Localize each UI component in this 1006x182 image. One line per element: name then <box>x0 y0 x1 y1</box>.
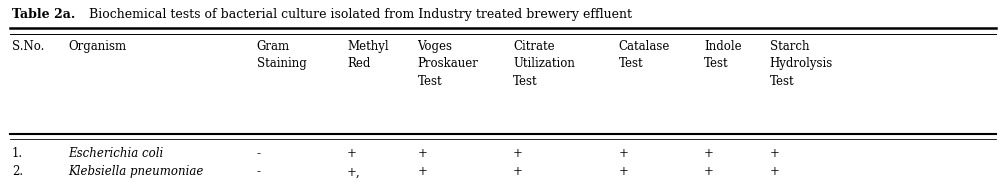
Text: +: + <box>513 165 523 179</box>
Text: Test: Test <box>619 57 643 70</box>
Text: +: + <box>417 165 428 179</box>
Text: Gram: Gram <box>257 40 290 53</box>
Text: Test: Test <box>704 57 728 70</box>
Text: Voges: Voges <box>417 40 453 53</box>
Text: Hydrolysis: Hydrolysis <box>770 57 833 70</box>
Text: +: + <box>770 165 780 179</box>
Text: Organism: Organism <box>68 40 127 53</box>
Text: +: + <box>417 147 428 160</box>
Text: Biochemical tests of bacterial culture isolated from Industry treated brewery ef: Biochemical tests of bacterial culture i… <box>85 8 632 21</box>
Text: Methyl: Methyl <box>347 40 388 53</box>
Text: +,: +, <box>347 165 361 179</box>
Text: Test: Test <box>770 75 794 88</box>
Text: Test: Test <box>513 75 537 88</box>
Text: Utilization: Utilization <box>513 57 575 70</box>
Text: -: - <box>257 165 261 179</box>
Text: Staining: Staining <box>257 57 306 70</box>
Text: S.No.: S.No. <box>12 40 44 53</box>
Text: 2.: 2. <box>12 165 23 179</box>
Text: +: + <box>619 147 629 160</box>
Text: Test: Test <box>417 75 442 88</box>
Text: Table 2a.: Table 2a. <box>12 8 75 21</box>
Text: Escherichia coli: Escherichia coli <box>68 147 164 160</box>
Text: Catalase: Catalase <box>619 40 670 53</box>
Text: +: + <box>704 165 714 179</box>
Text: Starch: Starch <box>770 40 809 53</box>
Text: Proskauer: Proskauer <box>417 57 479 70</box>
Text: +: + <box>704 147 714 160</box>
Text: +: + <box>619 165 629 179</box>
Text: +: + <box>770 147 780 160</box>
Text: Citrate: Citrate <box>513 40 554 53</box>
Text: Klebsiella pneumoniae: Klebsiella pneumoniae <box>68 165 204 179</box>
Text: -: - <box>257 147 261 160</box>
Text: +: + <box>513 147 523 160</box>
Text: Indole: Indole <box>704 40 741 53</box>
Text: 1.: 1. <box>12 147 23 160</box>
Text: +: + <box>347 147 357 160</box>
Text: Red: Red <box>347 57 370 70</box>
